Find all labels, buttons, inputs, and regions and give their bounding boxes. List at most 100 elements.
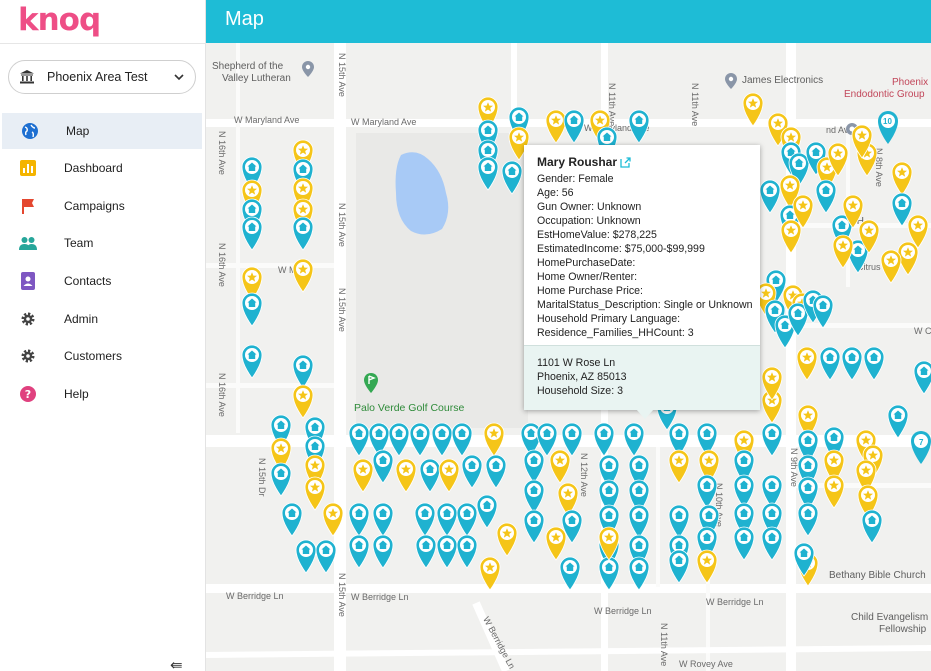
household-marker[interactable] <box>413 501 437 537</box>
household-marker[interactable] <box>500 159 524 195</box>
poi-label[interactable]: Palo Verde Golf Course <box>354 402 465 414</box>
favorite-marker[interactable] <box>351 457 375 493</box>
favorite-marker[interactable] <box>796 403 820 439</box>
household-marker[interactable] <box>912 359 931 395</box>
household-marker[interactable] <box>484 453 508 489</box>
household-marker[interactable] <box>418 457 442 493</box>
nav-item-admin[interactable]: Admin <box>0 301 206 337</box>
favorite-marker[interactable] <box>437 457 461 493</box>
favorite-marker[interactable] <box>321 501 345 537</box>
nav-item-customers[interactable]: Customers <box>0 338 206 374</box>
favorite-marker[interactable] <box>544 108 568 144</box>
household-marker[interactable] <box>592 421 616 457</box>
household-marker[interactable] <box>890 191 914 227</box>
household-marker[interactable] <box>558 555 582 591</box>
household-marker[interactable] <box>796 475 820 511</box>
open-external-icon[interactable] <box>620 157 631 168</box>
household-marker[interactable] <box>796 428 820 464</box>
household-marker[interactable] <box>627 108 651 144</box>
household-marker[interactable] <box>522 448 546 484</box>
favorite-marker[interactable] <box>826 141 850 177</box>
poi-label[interactable]: Valley Lutheran <box>222 73 291 84</box>
favorite-marker[interactable] <box>741 91 765 127</box>
household-marker[interactable] <box>455 533 479 569</box>
nav-item-map[interactable]: Map <box>2 113 202 149</box>
household-marker[interactable] <box>414 533 438 569</box>
household-marker[interactable] <box>371 533 395 569</box>
favorite-marker[interactable] <box>822 448 846 484</box>
favorite-marker[interactable] <box>854 458 878 494</box>
favorite-marker[interactable] <box>240 265 264 301</box>
favorite-marker[interactable] <box>303 475 327 511</box>
household-marker[interactable] <box>280 501 304 537</box>
nav-item-dashboard[interactable]: Dashboard <box>0 150 206 186</box>
household-marker[interactable] <box>450 421 474 457</box>
household-marker[interactable] <box>475 493 499 529</box>
favorite-marker[interactable] <box>906 213 930 249</box>
household-marker[interactable] <box>732 473 756 509</box>
household-marker[interactable] <box>560 421 584 457</box>
favorite-marker[interactable] <box>556 481 580 517</box>
household-marker[interactable] <box>476 155 500 191</box>
household-marker[interactable] <box>408 421 432 457</box>
poi-label[interactable]: Fellowship <box>879 624 927 635</box>
household-marker[interactable] <box>519 421 543 457</box>
household-marker[interactable] <box>886 403 910 439</box>
household-marker[interactable] <box>597 478 621 514</box>
household-marker[interactable] <box>814 178 838 214</box>
household-marker[interactable] <box>387 421 411 457</box>
household-marker[interactable] <box>758 178 782 214</box>
favorite-marker[interactable] <box>850 123 874 159</box>
household-marker[interactable] <box>347 501 371 537</box>
household-marker[interactable] <box>435 533 459 569</box>
household-marker[interactable] <box>667 503 691 539</box>
household-marker[interactable] <box>695 473 719 509</box>
nav-item-contacts[interactable]: Contacts <box>0 263 206 299</box>
household-marker[interactable] <box>460 453 484 489</box>
favorite-marker[interactable] <box>269 436 293 472</box>
household-marker[interactable] <box>760 473 784 509</box>
household-marker[interactable] <box>667 421 691 457</box>
household-marker[interactable] <box>522 478 546 514</box>
cluster-marker[interactable] <box>909 429 931 465</box>
household-marker[interactable] <box>371 448 395 484</box>
household-marker[interactable] <box>760 525 784 561</box>
household-marker[interactable] <box>435 501 459 537</box>
favorite-marker[interactable] <box>841 193 865 229</box>
poi-label[interactable]: James Electronics <box>742 75 824 86</box>
favorite-marker[interactable] <box>822 473 846 509</box>
household-marker[interactable] <box>732 525 756 561</box>
household-marker[interactable] <box>627 478 651 514</box>
favorite-marker[interactable] <box>695 548 719 584</box>
household-marker[interactable] <box>760 421 784 457</box>
household-marker[interactable] <box>764 268 788 304</box>
favorite-marker[interactable] <box>478 555 502 591</box>
household-marker[interactable] <box>314 538 338 574</box>
favorite-marker[interactable] <box>495 521 519 557</box>
household-marker[interactable] <box>367 421 391 457</box>
household-marker[interactable] <box>347 421 371 457</box>
favorite-marker[interactable] <box>857 218 881 254</box>
collapse-sidebar-icon[interactable]: ⇚ <box>170 657 183 671</box>
poi-label[interactable]: Phoenix <box>892 77 929 88</box>
favorite-marker[interactable] <box>879 248 903 284</box>
household-marker[interactable] <box>732 501 756 537</box>
household-marker[interactable] <box>371 501 395 537</box>
favorite-marker[interactable] <box>831 233 855 269</box>
household-marker[interactable] <box>522 508 546 544</box>
household-marker[interactable] <box>291 353 315 389</box>
nav-item-team[interactable]: Team <box>0 225 206 261</box>
household-marker[interactable] <box>560 508 584 544</box>
favorite-marker[interactable] <box>548 448 572 484</box>
favorite-marker[interactable] <box>544 525 568 561</box>
household-marker[interactable] <box>760 501 784 537</box>
household-marker[interactable] <box>627 503 651 539</box>
household-marker[interactable] <box>294 538 318 574</box>
favorite-marker[interactable] <box>896 240 920 276</box>
favorite-marker[interactable] <box>890 160 914 196</box>
favorite-marker[interactable] <box>760 388 784 424</box>
nav-item-help[interactable]: ? Help <box>0 376 206 412</box>
household-marker[interactable] <box>269 461 293 497</box>
household-marker[interactable] <box>627 453 651 489</box>
favorite-marker[interactable] <box>667 448 691 484</box>
